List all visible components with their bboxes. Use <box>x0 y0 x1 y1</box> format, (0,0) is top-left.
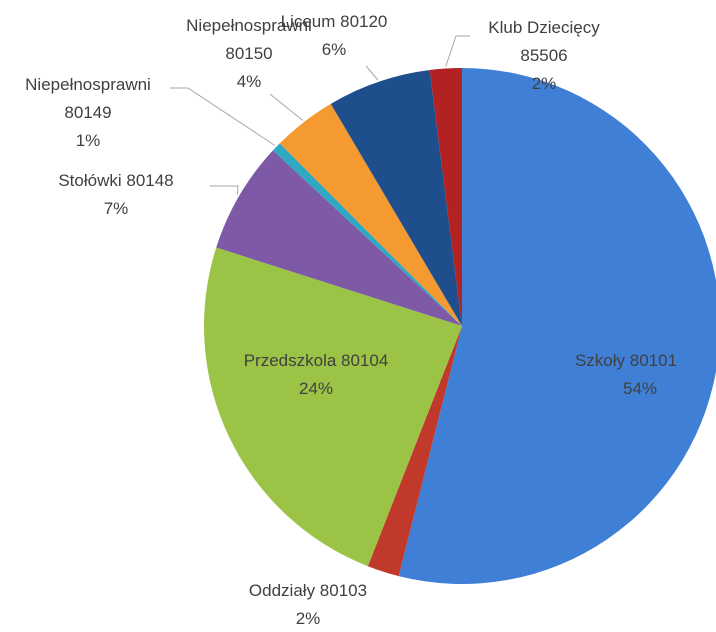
label-liceum: Liceum 80120 6% <box>281 12 388 59</box>
label-przedszkola: Przedszkola 80104 24% <box>244 351 389 398</box>
slice-label-name: Oddziały 80103 <box>249 581 367 600</box>
pie-slice-3 <box>204 247 462 567</box>
leader-line-5 <box>170 87 276 146</box>
pie-slices <box>204 68 716 584</box>
slice-label-code: 85506 <box>520 46 567 65</box>
pie-slice-8 <box>429 68 462 326</box>
slice-label-percent: 1% <box>76 131 101 150</box>
leader-line-6 <box>269 93 304 121</box>
leader-line-8 <box>445 35 470 67</box>
slice-label-percent: 6% <box>322 40 347 59</box>
pie-slice-6 <box>279 103 462 326</box>
leader-line-4 <box>210 185 239 195</box>
slice-label-name: Szkoły 80101 <box>575 351 677 370</box>
slice-label-percent: 24% <box>299 379 333 398</box>
label-szkoly: Szkoły 80101 54% <box>575 351 677 398</box>
slice-label-percent: 4% <box>237 72 262 91</box>
label-oddzialy: Oddziały 80103 2% <box>249 581 367 628</box>
slice-label-name: Klub Dziecięcy <box>488 18 600 37</box>
pie-slice-1 <box>398 68 716 584</box>
slice-label-percent: 2% <box>532 74 557 93</box>
leader-line-7 <box>365 65 379 81</box>
label-niepelnosprawni-80150: Niepełnosprawni 80150 4% <box>186 16 312 91</box>
slice-label-name: Niepełnosprawni <box>186 16 312 35</box>
slice-label-code: 80149 <box>64 103 111 122</box>
slice-label-name: Niepełnosprawni <box>25 75 151 94</box>
slice-label-percent: 54% <box>623 379 657 398</box>
pie-slice-2 <box>367 326 462 577</box>
slice-label-code: 80150 <box>225 44 272 63</box>
leader-lines <box>170 35 470 195</box>
pie-slice-7 <box>330 70 462 326</box>
slice-label-percent: 2% <box>296 609 321 628</box>
slice-label-name: Stołówki 80148 <box>58 171 173 190</box>
pie-slice-5 <box>272 143 462 326</box>
pie-slice-4 <box>216 150 462 326</box>
label-klub-dzieciecy: Klub Dziecięcy 85506 2% <box>488 18 600 93</box>
label-stolowki: Stołówki 80148 7% <box>58 171 173 218</box>
slice-label-name: Przedszkola 80104 <box>244 351 389 370</box>
slice-label-percent: 7% <box>104 199 129 218</box>
slice-label-name: Liceum 80120 <box>281 12 388 31</box>
label-niepelnosprawni-80149: Niepełnosprawni 80149 1% <box>25 75 151 150</box>
